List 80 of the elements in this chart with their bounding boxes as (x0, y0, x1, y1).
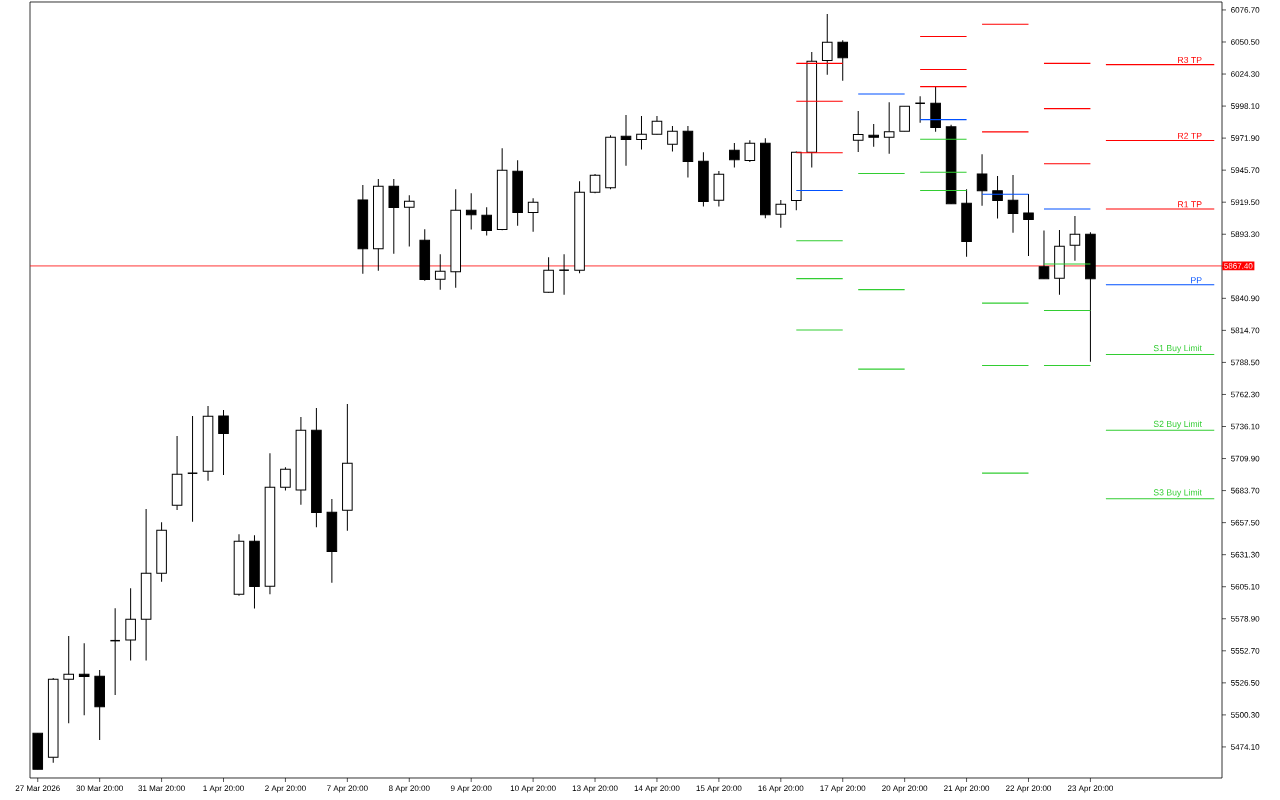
candlestick (187, 415, 199, 523)
candlestick (1038, 230, 1050, 280)
y-tick-label: 5762.30 (1231, 391, 1260, 398)
series-label: S2 Buy Limit (1153, 420, 1202, 429)
series-label: PP (1191, 277, 1202, 284)
y-tick-label: 5998.10 (1231, 103, 1260, 109)
candlestick (992, 175, 1003, 220)
y-tick-label: 6050.50 (1231, 39, 1260, 45)
series-label: R2 TP (1178, 132, 1202, 139)
y-tick-label: 5919.50 (1231, 199, 1260, 206)
y-tick-label: 5945.70 (1231, 167, 1260, 173)
candlestick (543, 256, 554, 294)
ref-line-label: 5867.40 (1224, 263, 1253, 269)
x-tick-label: 10 Apr 20:00 (510, 785, 556, 793)
y-tick-label: 5500.30 (1231, 712, 1260, 718)
candlestick (434, 253, 446, 291)
x-tick-label: 9 Apr 20:00 (450, 785, 492, 793)
y-tick-label: 5474.10 (1231, 744, 1260, 750)
series-label: R3 TP (1178, 56, 1202, 64)
candlestick (729, 142, 740, 169)
candlestick (125, 587, 136, 662)
y-tick-label: 5893.30 (1231, 231, 1260, 238)
x-tick-label: 27 Mar 2026 (15, 785, 60, 792)
y-tick-label: 5657.50 (1231, 519, 1260, 526)
x-tick-label: 21 Apr 20:00 (944, 785, 990, 793)
x-tick-label: 15 Apr 20:00 (696, 785, 742, 793)
y-tick-label: 5840.90 (1231, 295, 1260, 302)
candlestick (1023, 193, 1034, 257)
y-tick-label: 5631.30 (1231, 551, 1260, 558)
candlestick (280, 466, 291, 492)
series-label: S3 Buy Limit (1153, 489, 1202, 498)
candlestick (636, 115, 647, 151)
candlestick (1007, 174, 1019, 234)
y-tick-label: 5605.10 (1231, 583, 1260, 590)
y-tick-label: 5709.90 (1231, 455, 1260, 462)
candlestick (651, 115, 663, 136)
candlestick (744, 139, 756, 163)
x-tick-label: 31 Mar 20:00 (138, 785, 185, 792)
candlestick (218, 409, 229, 476)
series-label: R1 TP (1178, 201, 1202, 208)
candlestick (78, 642, 90, 716)
candlestick (868, 123, 879, 148)
y-tick-label: 5526.50 (1231, 680, 1260, 686)
y-tick-label: 5578.90 (1231, 615, 1260, 622)
y-tick-label: 5552.70 (1231, 647, 1260, 654)
candlestick (821, 13, 833, 76)
y-tick-label: 5814.70 (1231, 327, 1260, 334)
x-tick-label: 8 Apr 20:00 (388, 785, 430, 793)
x-tick-label: 17 Apr 20:00 (820, 785, 866, 793)
x-tick-label: 20 Apr 20:00 (882, 785, 928, 793)
x-tick-label: 1 Apr 20:00 (203, 785, 244, 793)
x-tick-label: 22 Apr 20:00 (1005, 785, 1052, 793)
candlestick (63, 635, 74, 724)
candlestick (403, 194, 415, 248)
x-tick-label: 7 Apr 20:00 (327, 785, 368, 793)
x-tick-label: 16 Apr 20:00 (758, 785, 804, 793)
candlestick (852, 110, 864, 153)
candlestick (667, 125, 678, 153)
candlestick (976, 153, 988, 207)
candlestick (775, 199, 787, 229)
x-tick-label: 30 Mar 20:00 (76, 785, 123, 792)
y-tick-label: 5971.90 (1231, 135, 1260, 141)
y-tick-label: 5736.10 (1231, 423, 1260, 430)
y-tick-label: 5788.50 (1231, 359, 1260, 366)
candlestick (465, 192, 477, 231)
candlestick (558, 253, 570, 296)
y-tick-label: 6076.70 (1231, 7, 1260, 13)
candlestick (883, 101, 895, 155)
x-tick-label: 14 Apr 20:00 (634, 785, 680, 793)
candlestick (527, 197, 539, 233)
x-tick-label: 13 Apr 20:00 (572, 785, 618, 793)
x-tick-label: 2 Apr 20:00 (265, 785, 306, 793)
x-tick-label: 23 Apr 20:00 (1067, 785, 1113, 793)
candlestick (481, 206, 492, 237)
series-label: S1 Buy Limit (1153, 344, 1202, 353)
y-tick-label: 5683.70 (1231, 487, 1260, 494)
y-tick-label: 6024.30 (1231, 71, 1260, 77)
candlestick (837, 39, 849, 82)
candlestick (388, 178, 400, 255)
candlestick (1069, 215, 1081, 262)
